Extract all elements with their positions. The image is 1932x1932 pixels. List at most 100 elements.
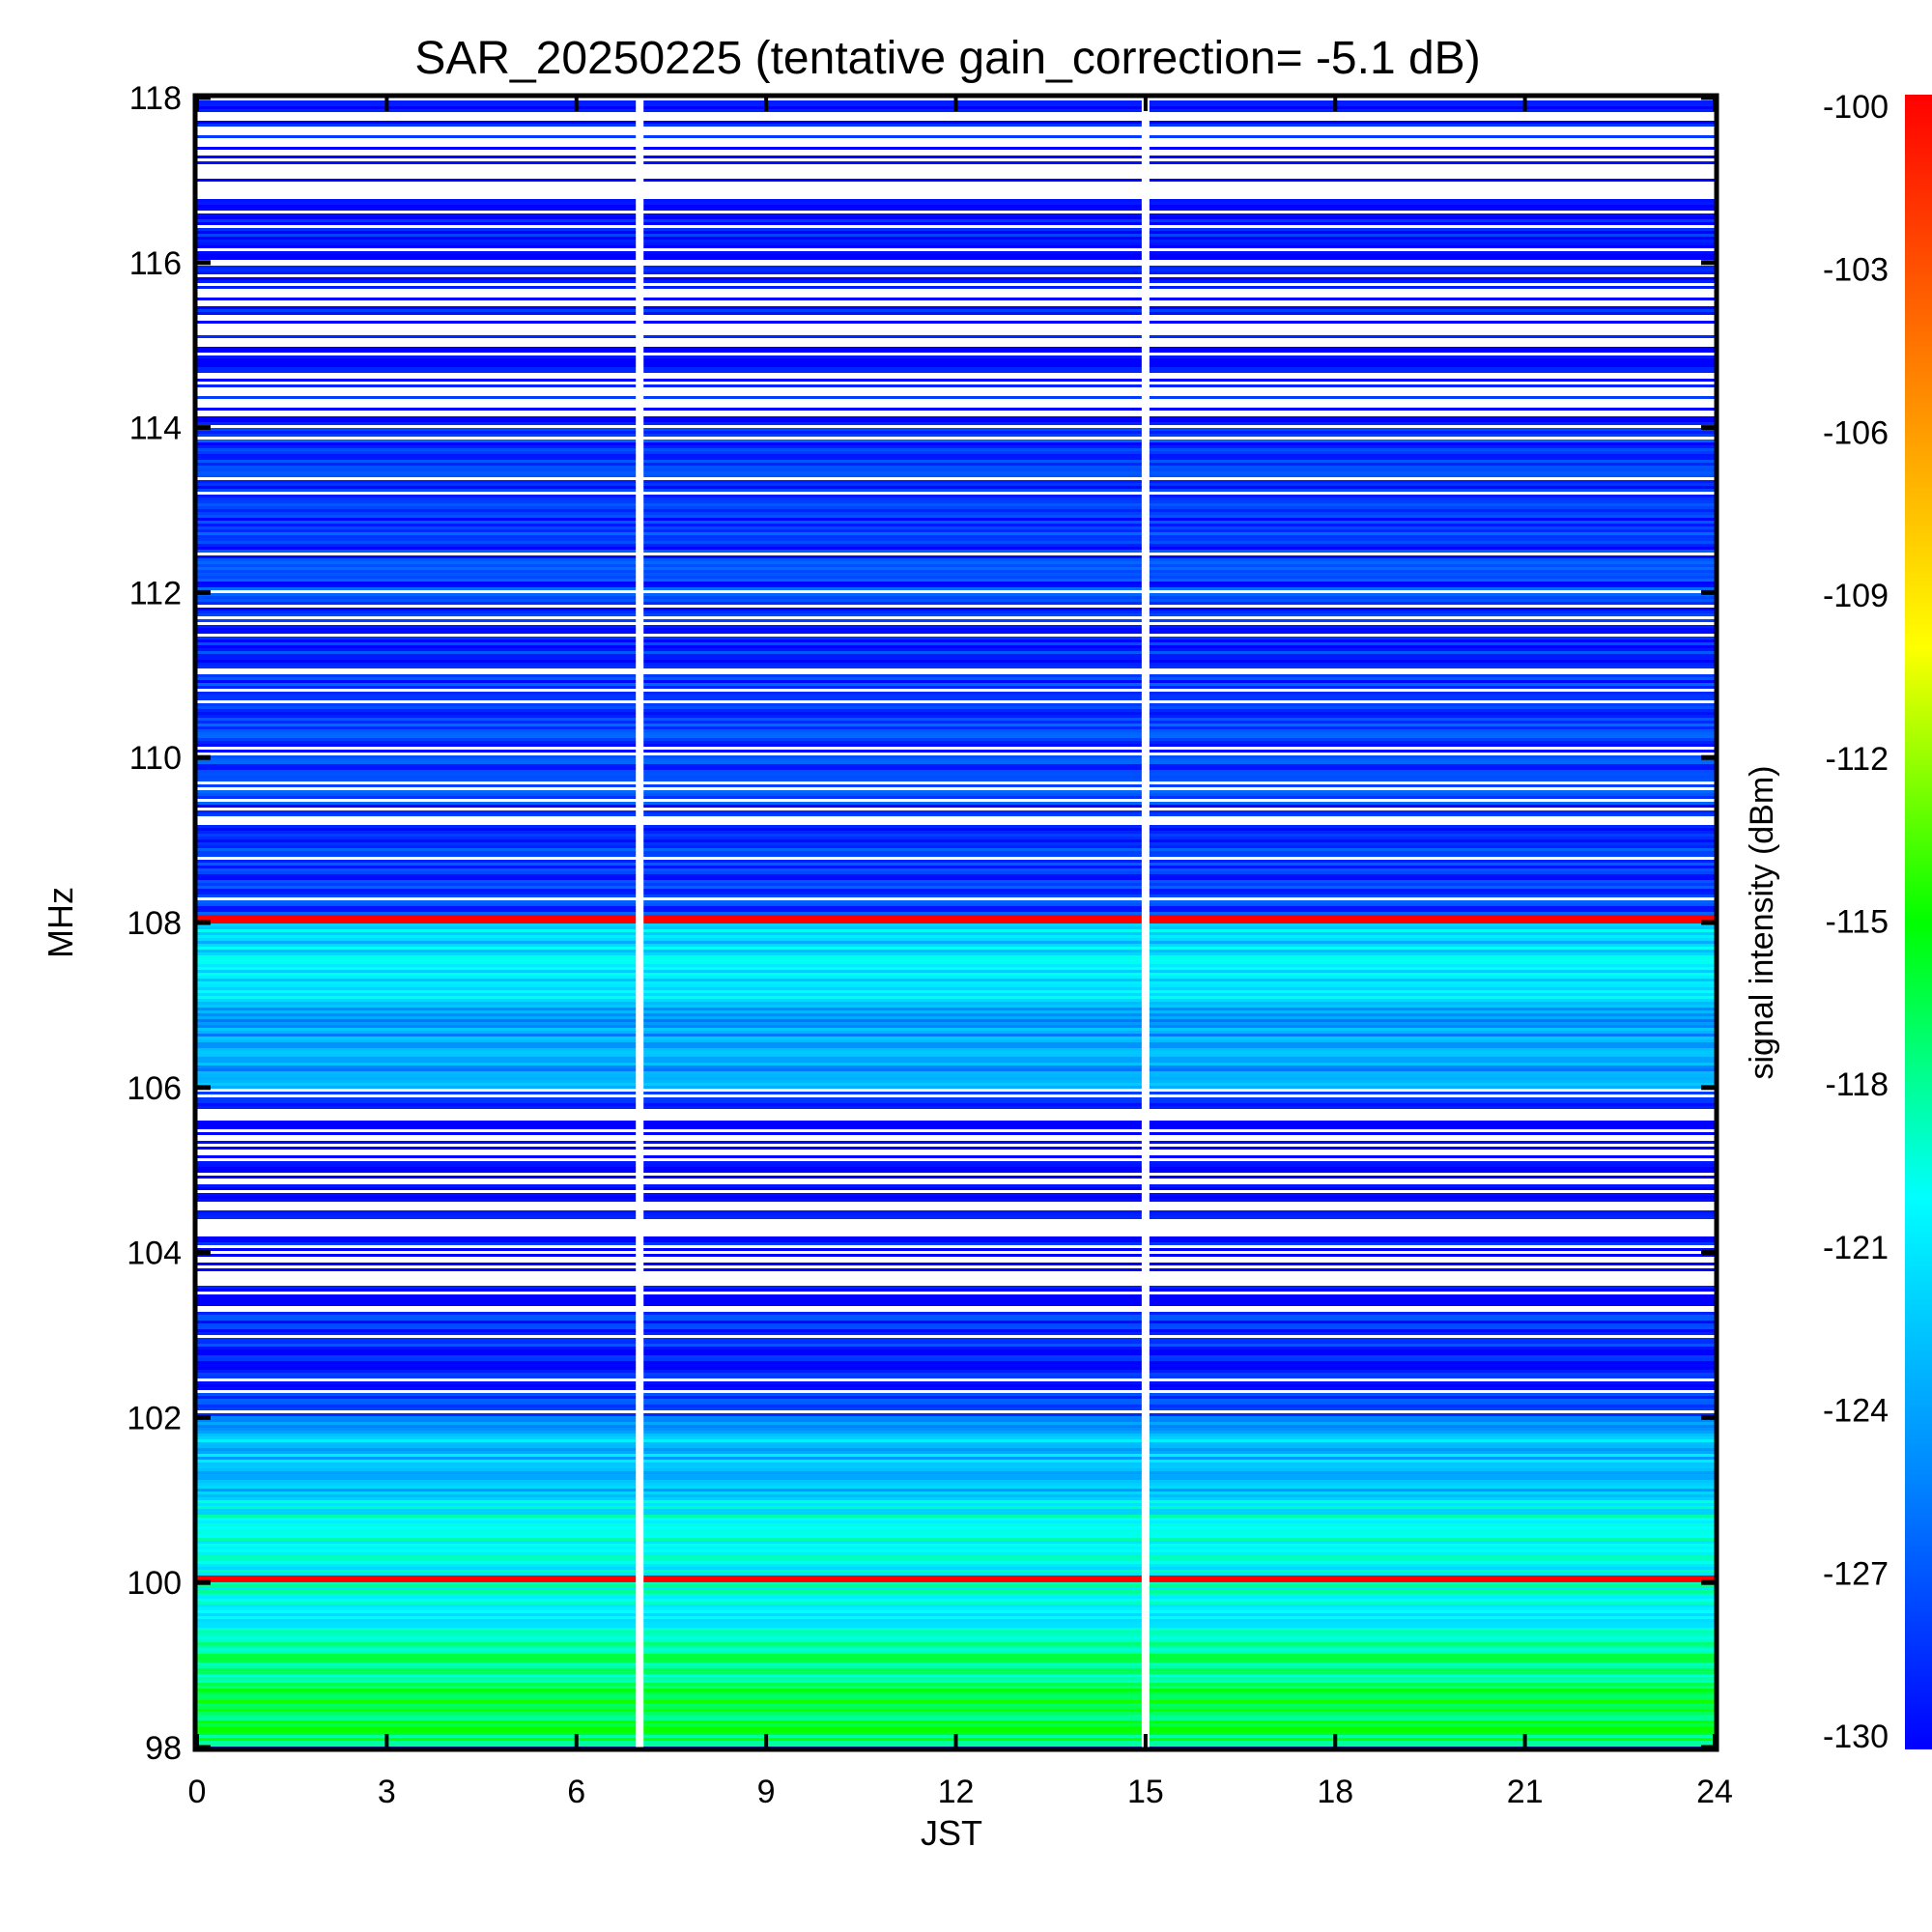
heatmap-row [197,909,1715,912]
heatmap-row [197,628,1715,631]
heatmap-row [197,773,1715,776]
heatmap-row [197,573,1715,576]
heatmap-row [197,1196,1715,1199]
heatmap-row [197,1480,1715,1483]
heatmap-row [197,1451,1715,1454]
heatmap-row [197,1071,1715,1074]
heatmap-row [197,234,1715,237]
heatmap-row [197,205,1715,208]
heatmap-row [197,1689,1715,1691]
heatmap-row [197,1248,1715,1251]
colorbar-tick-label: -109 [1823,578,1889,614]
heatmap-row [197,854,1715,857]
heatmap-row [197,1515,1715,1518]
heatmap-row [197,1332,1715,1335]
heatmap-row [197,709,1715,712]
heatmap-row [197,1703,1715,1706]
heatmap-row [197,216,1715,219]
heatmap-row [197,825,1715,828]
heatmap-row [197,1520,1715,1523]
heatmap-row [197,1529,1715,1532]
heatmap-row [197,1019,1715,1022]
y-tick-label: 106 [127,1070,182,1107]
heatmap-row [197,1074,1715,1077]
heatmap-row [197,1063,1715,1065]
heatmap-row [197,932,1715,935]
heatmap-row [197,495,1715,497]
x-axis: 0 3 6 9 12 15 18 21 24 [188,98,1733,1810]
heatmap-row [197,1289,1715,1292]
heatmap-row [197,1068,1715,1071]
heatmap-row [197,1718,1715,1720]
heatmap-row [197,1509,1715,1512]
heatmap-row [197,474,1715,477]
colorbar-tick-label: -115 [1825,904,1889,941]
heatmap-row [197,1297,1715,1300]
heatmap-row [197,518,1715,521]
heatmap-row [197,1300,1715,1303]
heatmap-row [197,1039,1715,1042]
heatmap-row [197,1593,1715,1596]
heatmap-row [197,764,1715,767]
heatmap-row [197,1147,1715,1150]
heatmap-row [197,1318,1715,1321]
heatmap-row [197,486,1715,489]
heatmap-row [197,451,1715,454]
colorbar [1905,95,1932,1749]
heatmap-row [197,996,1715,999]
heatmap-row [197,1294,1715,1297]
heatmap-row [197,550,1715,553]
heatmap-row [197,874,1715,877]
heatmap-row [197,1645,1715,1648]
heatmap-row [197,703,1715,706]
heatmap-row [197,1500,1715,1503]
heatmap-row [197,663,1715,666]
heatmap-row [197,1037,1715,1039]
heatmap-row [197,555,1715,558]
heatmap-row [197,1639,1715,1642]
heatmap-row [197,1486,1715,1489]
y-axis-label: MHz [41,887,80,958]
heatmap-row [197,1321,1715,1323]
heatmap-row [197,179,1715,182]
heatmap-row [197,1167,1715,1170]
heatmap-row [197,639,1715,642]
heatmap-row [197,1489,1715,1492]
heatmap-row [197,1329,1715,1332]
heatmap-row [197,1315,1715,1318]
heatmap-row [197,683,1715,686]
heatmap-row [197,1358,1715,1361]
heatmap-row [197,1013,1715,1016]
y-tick-label: 98 [145,1730,182,1767]
heatmap-row [197,1355,1715,1358]
heatmap-row [197,1726,1715,1729]
heatmap-row [197,1477,1715,1480]
heatmap-row [197,1213,1715,1216]
heatmap-row [197,1712,1715,1715]
heatmap-row [197,1602,1715,1605]
heatmap-row [197,506,1715,509]
heatmap-row [197,135,1715,138]
heatmap-row [197,202,1715,205]
heatmap-row [197,1442,1715,1445]
heatmap-row [197,1193,1715,1196]
heatmap-row [197,648,1715,651]
heatmap-row [197,1732,1715,1735]
heatmap-row [197,1254,1715,1257]
heatmap-row [197,442,1715,445]
heatmap-row [197,521,1715,524]
heatmap-row [197,587,1715,590]
heatmap-row [197,1184,1715,1187]
heatmap-row [197,1370,1715,1373]
heatmap-row [197,1431,1715,1434]
heatmap-row [197,1100,1715,1103]
heatmap-row [197,958,1715,961]
heatmap-row [197,277,1715,280]
data-gap [1141,98,1150,1747]
heatmap-row [197,912,1715,915]
heatmap-row [197,1364,1715,1367]
heatmap-row [197,767,1715,770]
heatmap-row [197,251,1715,254]
heatmap-row [197,497,1715,500]
heatmap-row [197,1381,1715,1384]
